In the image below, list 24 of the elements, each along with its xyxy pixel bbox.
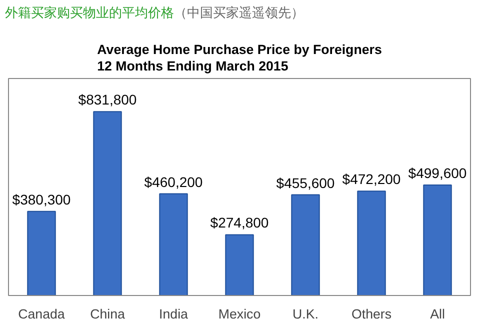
text: 外籍买家购买物业的平均价格 (5, 6, 174, 21)
x-tick-label: Mexico (218, 306, 261, 322)
data-label: $831,800 (78, 92, 137, 108)
bar (225, 234, 254, 296)
data-label: $499,600 (408, 165, 467, 182)
data-label: $380,300 (12, 191, 71, 208)
bar (357, 190, 386, 296)
bar (291, 194, 320, 296)
bar (423, 184, 452, 296)
data-label: $472,200 (342, 171, 401, 188)
chart-title: Average Home Purchase Price by Foreigners 12 Months Ending March 2015 (97, 42, 382, 74)
x-tick-label: India (159, 306, 189, 322)
x-tick-label: Canada (18, 306, 66, 322)
x-tick-label: U.K. (292, 306, 318, 322)
x-tick-label: Others (352, 306, 392, 322)
bar (159, 193, 188, 296)
data-label: $455,600 (276, 174, 335, 191)
bar (93, 111, 122, 296)
bar (27, 210, 56, 296)
data-label: $274,800 (210, 214, 269, 231)
text: （中国买家遥遥领先） (174, 6, 304, 21)
x-tick-label: All (430, 306, 445, 322)
data-label: $460,200 (144, 174, 203, 190)
x-tick-label: China (90, 306, 126, 322)
